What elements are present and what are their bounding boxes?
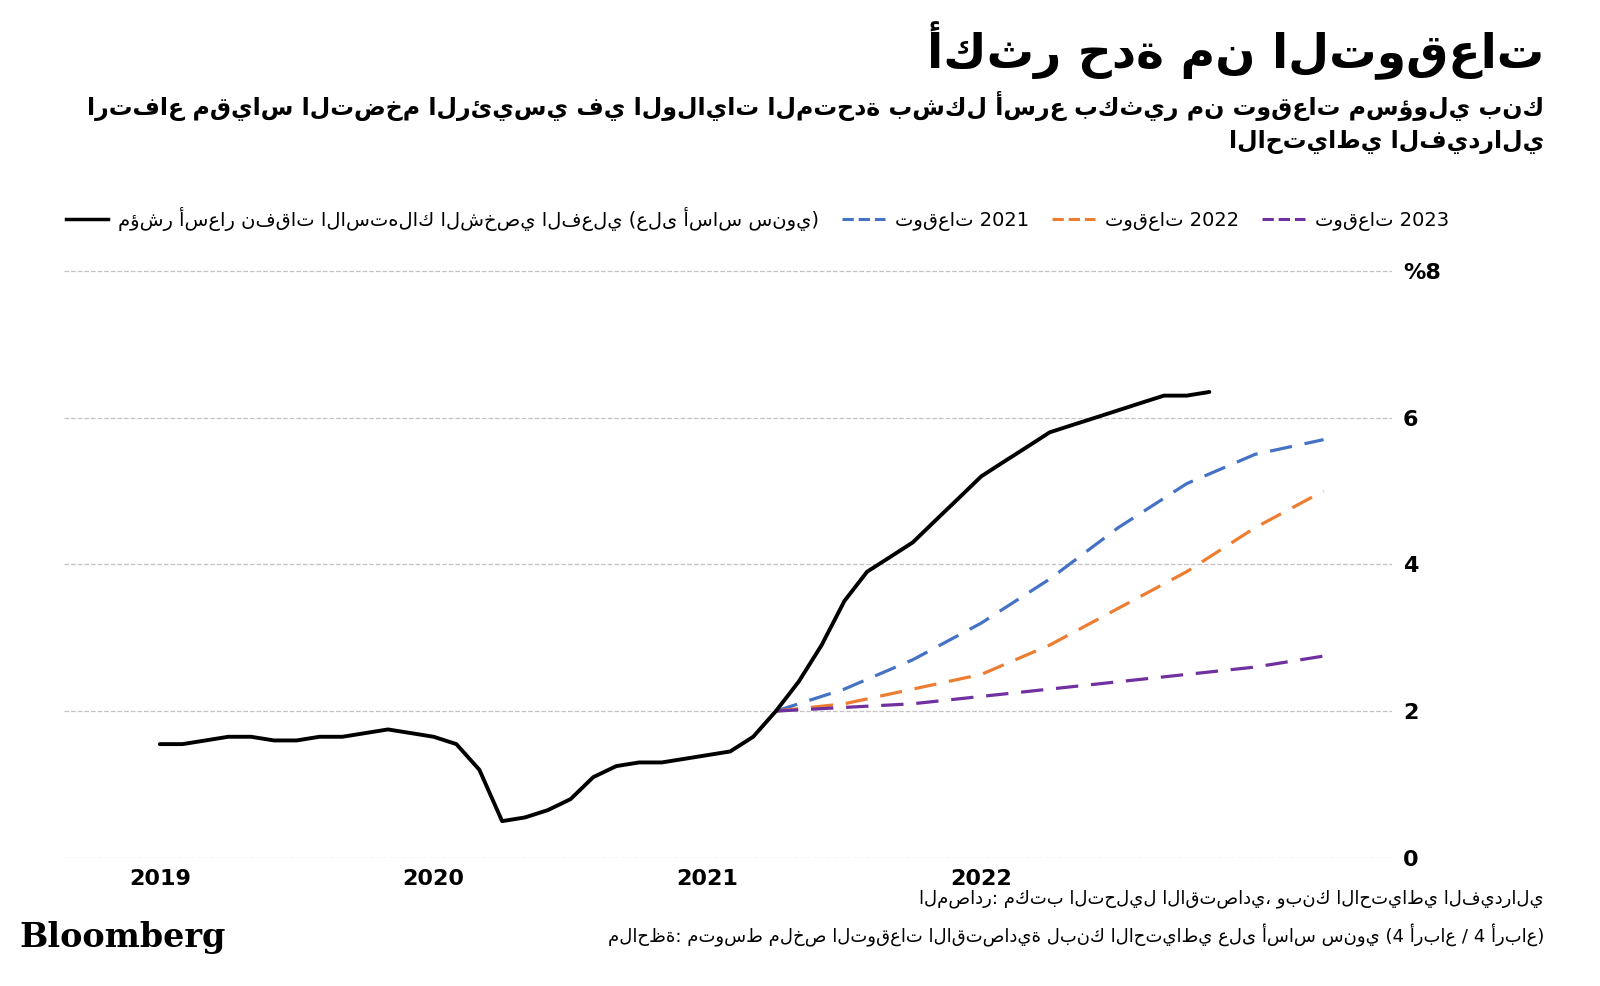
- Text: ملاحظة: متوسط ملخص التوقعات الاقتصادية لبنك الاحتياطي على أساس سنوي (4 أرباع / 4: ملاحظة: متوسط ملخص التوقعات الاقتصادية ل…: [608, 924, 1544, 947]
- Legend: مؤشر أسعار نفقات الاستهلاك الشخصي الفعلي (على أساس سنوي), توقعات 2021, توقعات 20: مؤشر أسعار نفقات الاستهلاك الشخصي الفعلي…: [58, 199, 1456, 239]
- Text: الاحتياطي الفيدرالي: الاحتياطي الفيدرالي: [1229, 130, 1544, 154]
- Text: أكثر حدة من التوقعات: أكثر حدة من التوقعات: [926, 22, 1544, 81]
- Text: ارتفاع مقياس التضخم الرئيسي في الولايات المتحدة بشكل أسرع بكثير من توقعات مسؤولي: ارتفاع مقياس التضخم الرئيسي في الولايات …: [86, 91, 1544, 120]
- Text: المصادر: مكتب التحليل الاقتصادي، وبنك الاحتياطي الفيدرالي: المصادر: مكتب التحليل الاقتصادي، وبنك ال…: [920, 889, 1544, 908]
- Text: Bloomberg: Bloomberg: [19, 922, 226, 954]
